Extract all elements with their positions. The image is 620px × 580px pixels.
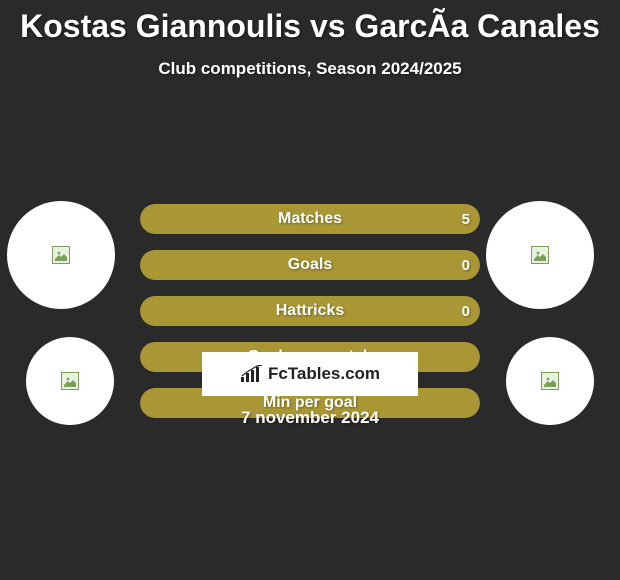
stat-value-right: 0 (462, 250, 470, 280)
stat-value-right: 0 (462, 296, 470, 326)
page-title: Kostas Giannoulis vs GarcÃa Canales (0, 0, 620, 45)
stat-bar-right (157, 296, 480, 326)
stat-bar-right (157, 250, 480, 280)
image-placeholder-icon (61, 372, 79, 390)
stat-row: Matches5 (140, 204, 480, 234)
player-avatar (7, 201, 115, 309)
stat-value-right: 5 (462, 204, 470, 234)
logo-box: FcTables.com (202, 352, 418, 396)
chart-icon (240, 365, 264, 383)
date-text: 7 november 2024 (0, 408, 620, 428)
stat-bar-left (140, 296, 157, 326)
stat-bar-right (140, 204, 480, 234)
image-placeholder-icon (531, 246, 549, 264)
image-placeholder-icon (52, 246, 70, 264)
stats-bars: Matches5Goals0Hattricks0Goals per matchM… (140, 204, 480, 434)
stat-row: Goals0 (140, 250, 480, 280)
stat-row: Hattricks0 (140, 296, 480, 326)
subtitle: Club competitions, Season 2024/2025 (0, 59, 620, 79)
logo-text: FcTables.com (268, 364, 380, 384)
logo: FcTables.com (240, 364, 380, 384)
image-placeholder-icon (541, 372, 559, 390)
stat-bar-left (140, 250, 157, 280)
player-avatar (486, 201, 594, 309)
